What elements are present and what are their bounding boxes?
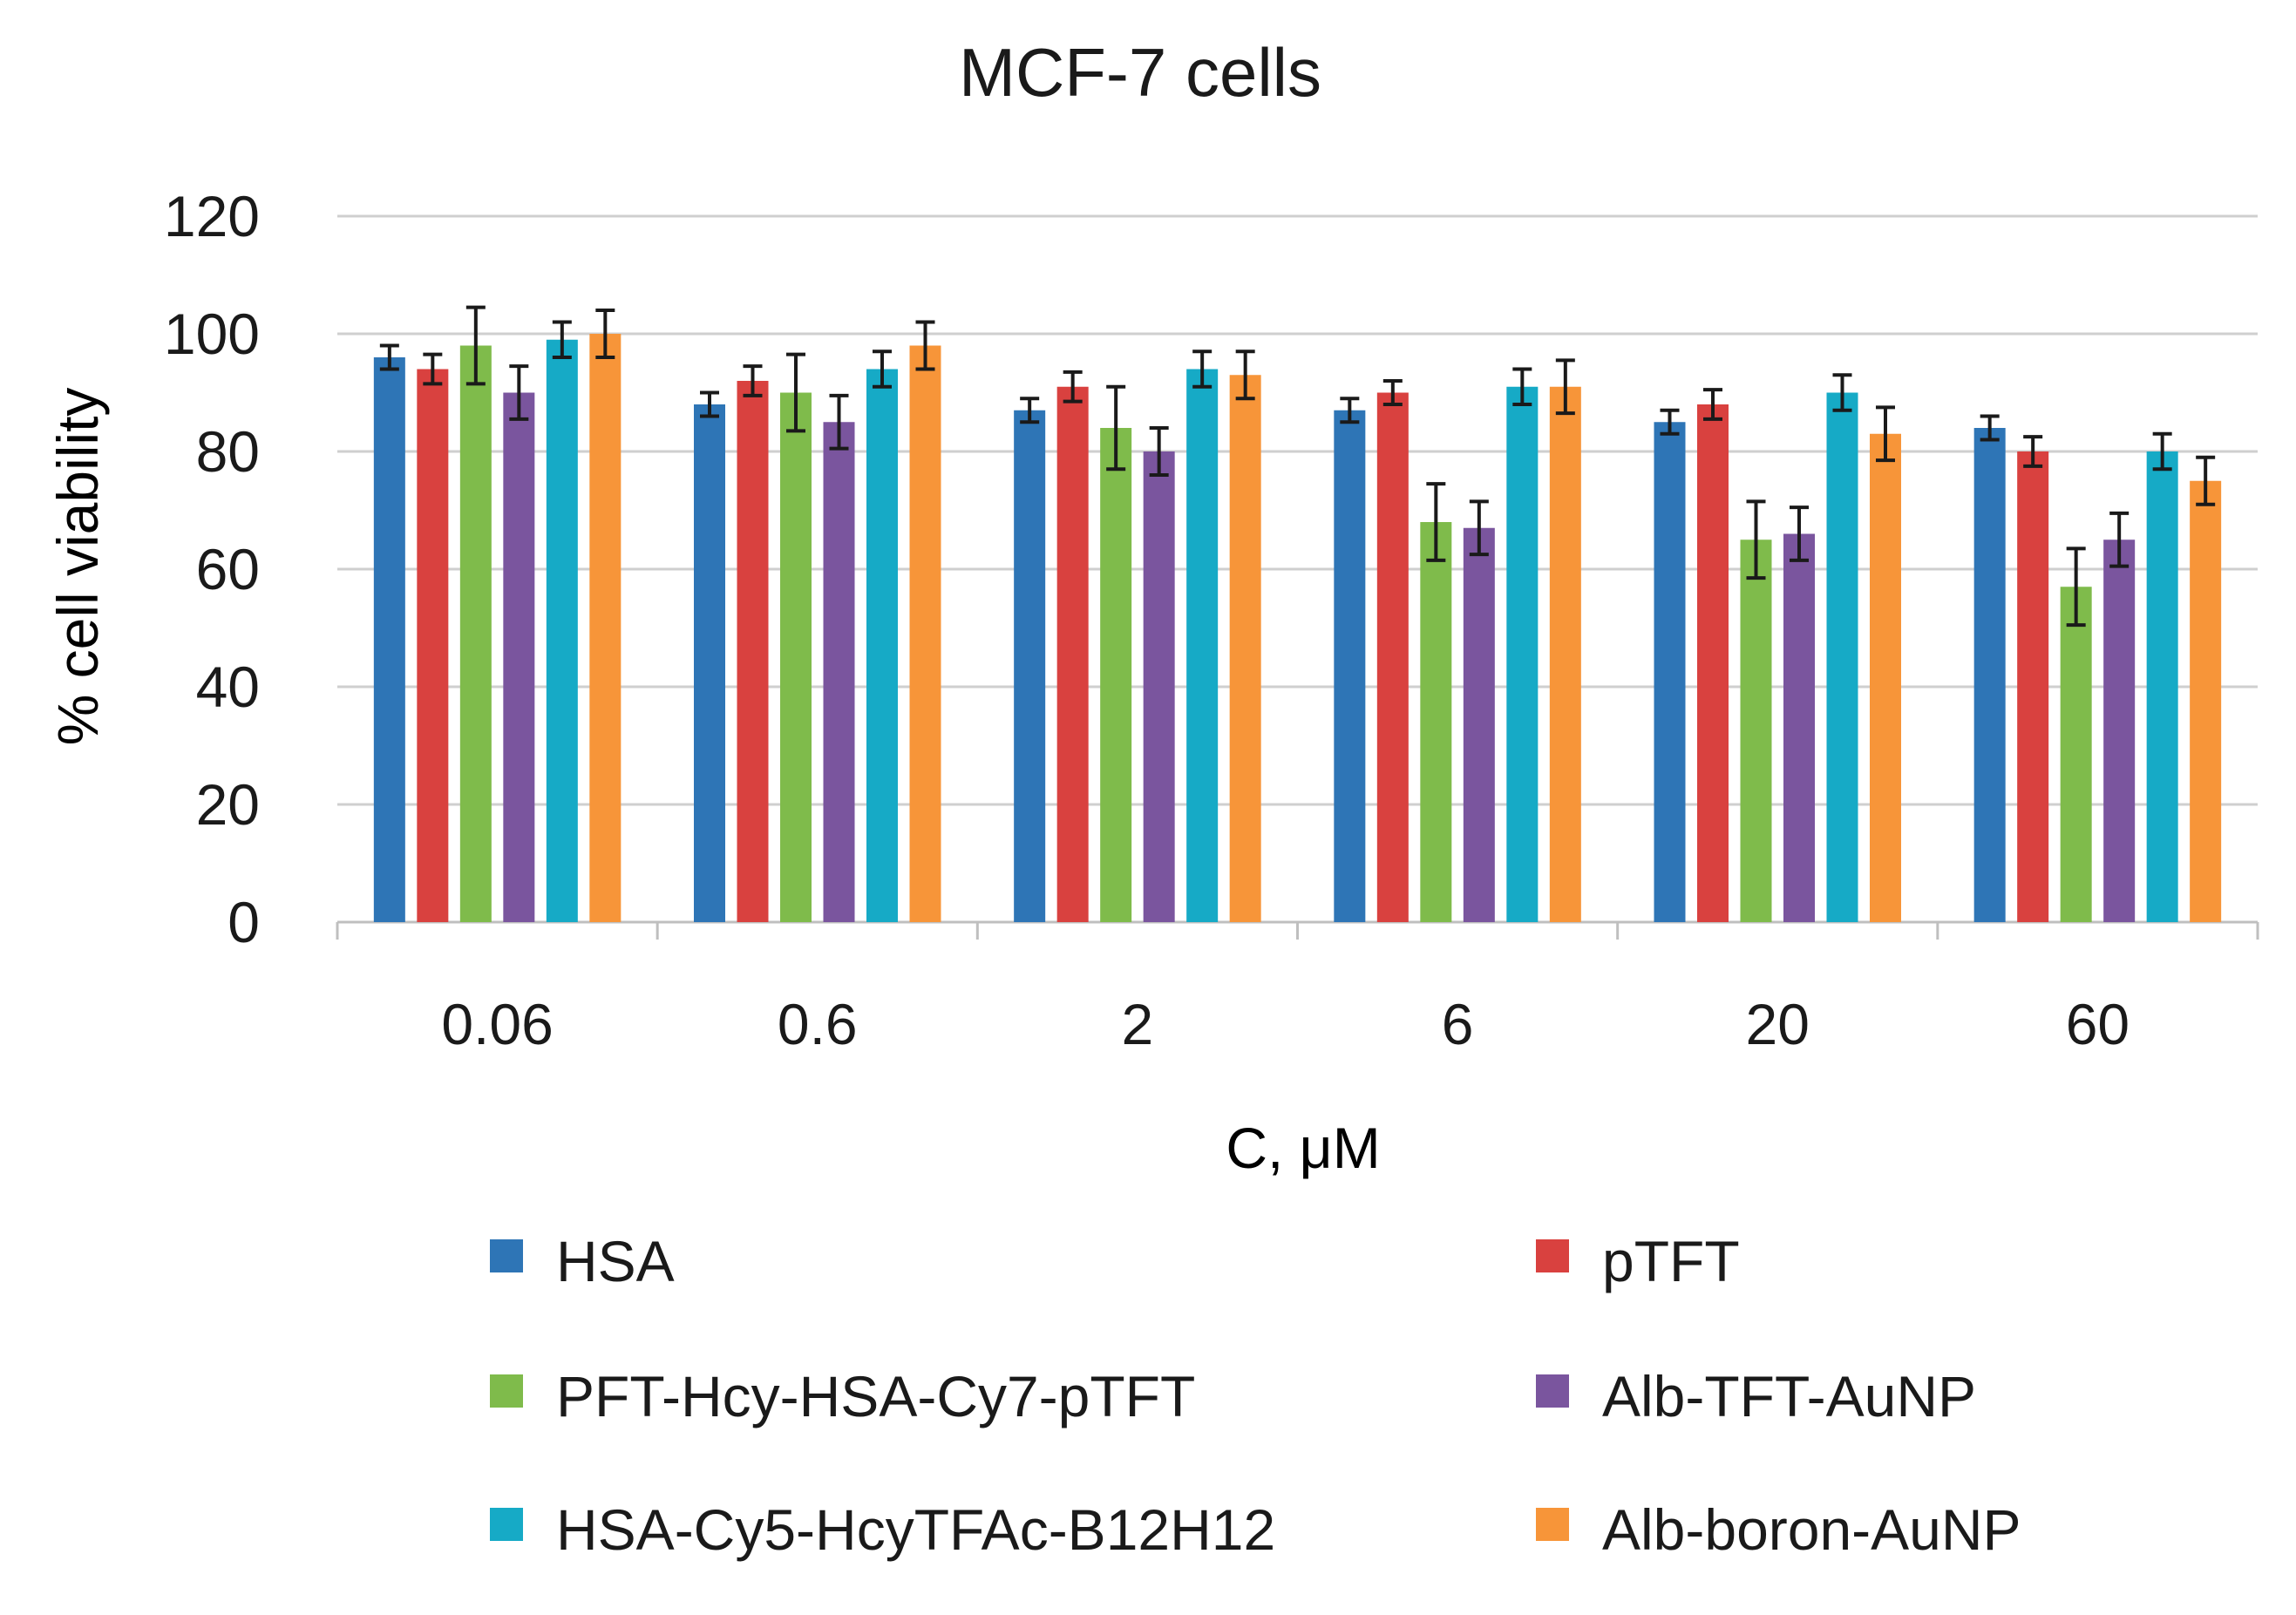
bar [1783,533,1815,922]
y-tick-label: 0 [228,890,260,954]
legend-label: pTFT [1602,1229,1740,1293]
bar [2103,539,2136,922]
bar [1506,386,1539,922]
y-tick-label: 120 [164,184,260,248]
legend-label: HSA-Cy5-HcyTFAc-B12H12 [556,1497,1275,1562]
x-tick-label: 60 [2066,992,2130,1056]
legend-swatch [1536,1508,1569,1541]
bar [2017,451,2049,922]
y-axis-label: % cell viability [45,388,110,746]
bar [1376,392,1409,922]
bar [546,339,578,922]
bar [2060,587,2092,922]
x-tick-label: 20 [1746,992,1810,1056]
bar [1014,410,1046,922]
legend-item: HSA [490,1229,675,1293]
bar [823,422,855,922]
bar [1463,527,1495,922]
bar [1549,386,1581,922]
bar [1420,522,1452,922]
bar [1870,433,1901,922]
y-axis-ticks: 0 20 40 60 80 100 120 [164,184,260,954]
legend-item: pTFT [1536,1229,1740,1293]
x-axis-ticks: 0.06 0.6 2 6 20 60 [441,992,2130,1056]
legend-swatch [490,1374,523,1408]
bar [589,334,622,922]
bar [1826,392,1858,922]
y-tick-label: 20 [196,772,260,837]
bars [373,334,2222,922]
bar [1229,375,1261,922]
bar [866,369,898,922]
bar [1334,410,1366,922]
x-tick-label: 2 [1122,992,1154,1056]
chart-title: MCF-7 cells [959,34,1321,111]
legend-item: PFT-Hcy-HSA-Cy7-pTFT [490,1364,1195,1428]
bar [459,345,492,922]
bar [1186,369,1219,922]
gridlines [337,214,2258,806]
legend-item: HSA-Cy5-HcyTFAc-B12H12 [490,1497,1275,1562]
x-axis-label: C, μM [1226,1116,1380,1180]
legend-label: Alb-boron-AuNP [1602,1497,2021,1562]
x-tick-label: 0.06 [441,992,553,1056]
y-tick-label: 40 [196,655,260,719]
error-bars [379,305,2216,628]
y-tick-label: 100 [164,302,260,366]
bar [2190,480,2222,922]
bar [417,369,449,922]
bar [694,404,725,922]
legend-item: Alb-boron-AuNP [1536,1497,2021,1562]
bar [737,381,769,922]
legend: HSA pTFT PFT-Hcy-HSA-Cy7-pTFT Alb-TFT-AuNP H… [490,1229,2021,1562]
bar [2146,451,2178,922]
x-tick-label: 6 [1442,992,1474,1056]
legend-label: Alb-TFT-AuNP [1602,1364,1976,1428]
bar [1654,422,1686,922]
legend-swatch [490,1508,523,1541]
y-tick-label: 60 [196,537,260,601]
legend-item: Alb-TFT-AuNP [1536,1364,1976,1428]
bar [503,392,535,922]
bar [1100,428,1132,922]
bar [1697,404,1729,922]
y-tick-label: 80 [196,419,260,484]
legend-label: PFT-Hcy-HSA-Cy7-pTFT [556,1364,1195,1428]
bar [1740,539,1772,922]
bar [1973,428,2006,922]
bar [1056,386,1089,922]
bar [780,392,812,922]
x-tick-label: 0.6 [778,992,858,1056]
x-axis [336,920,2259,940]
bar [1143,451,1175,922]
bar [909,345,941,922]
legend-label: HSA [556,1229,675,1293]
legend-swatch [1536,1374,1569,1408]
legend-swatch [1536,1239,1569,1272]
legend-swatch [490,1239,523,1272]
bar [373,357,405,922]
